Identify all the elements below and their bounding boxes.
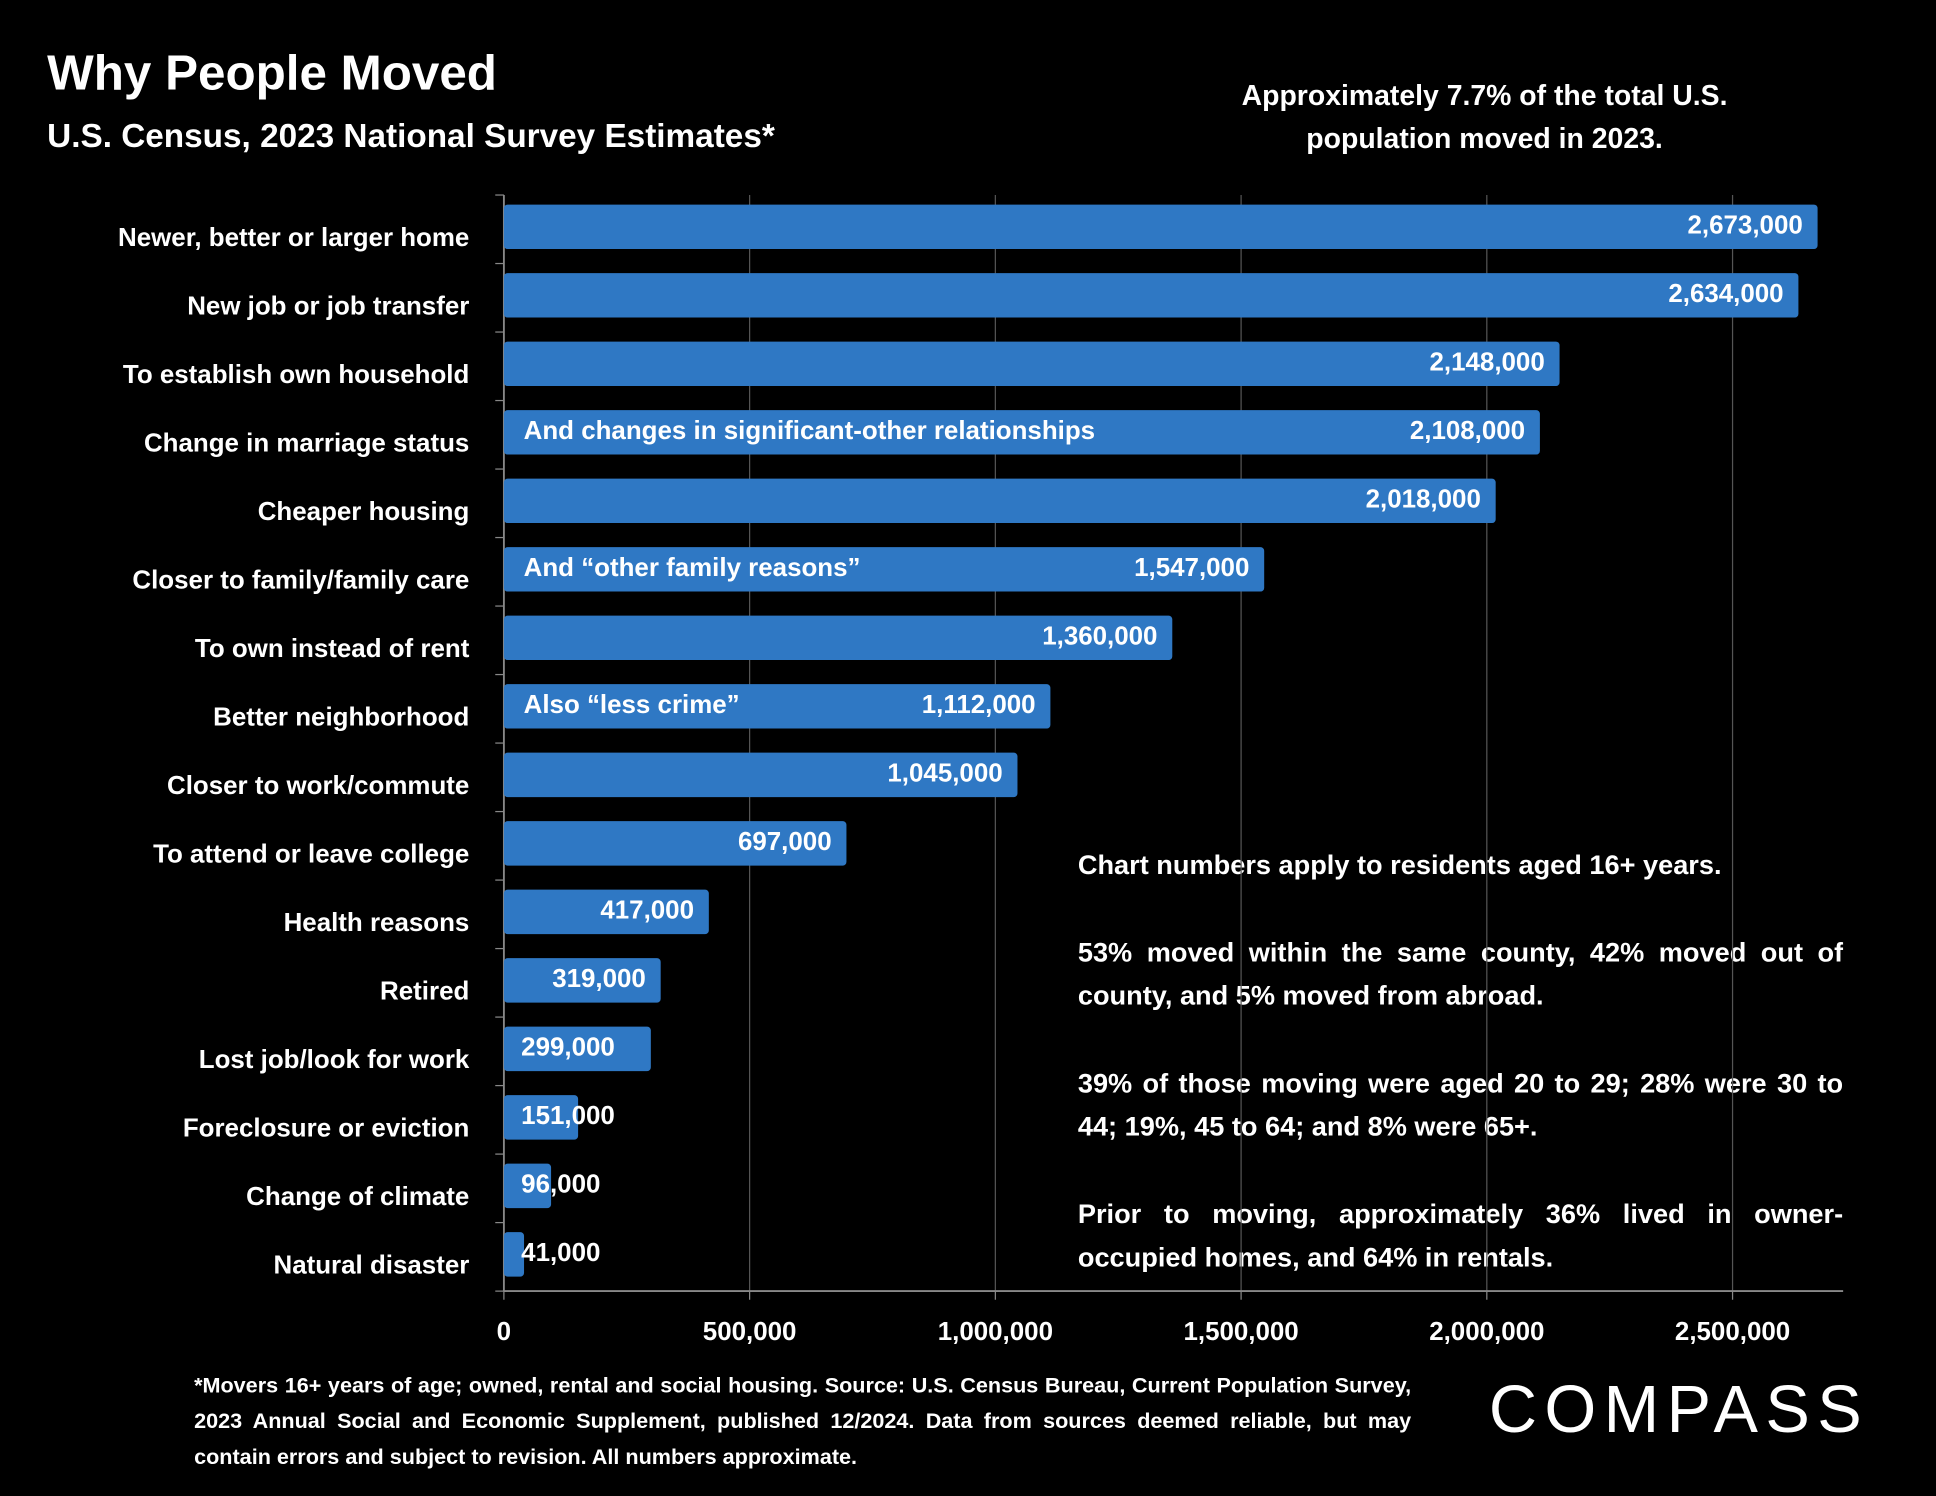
notes-box: Chart numbers apply to residents aged 16… [1078, 843, 1843, 1279]
footnote: *Movers 16+ years of age; owned, rental … [194, 1372, 1412, 1469]
value-label: 2,673,000 [1688, 212, 1803, 240]
y-tick-label: Health reasons [284, 909, 470, 937]
y-tick-label: Foreclosure or eviction [183, 1115, 470, 1143]
bar [503, 958, 661, 1003]
bar [503, 1026, 651, 1072]
y-tick-label: Change of climate [246, 1183, 469, 1211]
y-tick-label: Retired [380, 978, 469, 1006]
x-tick-label: 0 [497, 1318, 511, 1346]
y-tick-label: Lost job/look for work [199, 1046, 470, 1074]
value-label: 1,045,000 [887, 760, 1002, 788]
chart-subtitle: U.S. Census, 2023 National Survey Estima… [47, 118, 775, 155]
bar [503, 478, 1496, 524]
bar [503, 1232, 525, 1277]
value-label: 299,000 [521, 1034, 615, 1062]
note: 53% moved within the same county, 42% mo… [1077, 936, 1844, 1011]
bar [503, 752, 1018, 798]
y-tick-label: Better neighborhood [213, 704, 469, 732]
y-tick-label: Natural disaster [274, 1252, 470, 1280]
chart-title: Why People Moved [47, 46, 497, 101]
value-label: 1,360,000 [1042, 623, 1157, 651]
bar-note: Also “less crime” [524, 691, 740, 719]
x-tick-label: 500,000 [703, 1318, 797, 1346]
y-tick-label: Change in marriage status [144, 430, 469, 458]
value-label: 2,634,000 [1668, 280, 1783, 308]
value-label: 151,000 [521, 1102, 615, 1130]
bar [503, 1095, 579, 1140]
y-tick-label: Closer to work/commute [167, 772, 469, 800]
y-tick-label: To establish own household [123, 361, 469, 389]
bar [503, 889, 709, 935]
bar [503, 410, 1540, 455]
note: Chart numbers apply to residents aged 16… [1077, 849, 1722, 881]
value-label: 41,000 [521, 1239, 600, 1267]
y-tick-label: To attend or leave college [153, 841, 469, 869]
y-tick-label: To own instead of rent [195, 635, 470, 663]
x-tick-label: 2,000,000 [1429, 1318, 1544, 1346]
y-tick-label: New job or job transfer [187, 292, 469, 320]
value-label: 319,000 [552, 965, 646, 993]
note: Prior to moving, approximately 36% lived… [1077, 1198, 1844, 1273]
bar [503, 341, 1560, 387]
x-tick-label: 2,500,000 [1675, 1318, 1790, 1346]
bar [503, 1163, 552, 1209]
x-tick-label: 1,500,000 [1183, 1318, 1298, 1346]
bar-note: And changes in significant-other relatio… [524, 417, 1095, 445]
value-label: 2,148,000 [1429, 349, 1544, 377]
y-tick-label: Cheaper housing [258, 498, 470, 526]
y-tick-label: Closer to family/family care [132, 567, 469, 595]
bar [503, 684, 1051, 729]
bar-note: And “other family reasons” [524, 554, 861, 582]
value-label: 417,000 [600, 897, 694, 925]
bar [503, 273, 1799, 318]
note: 39% of those moving were aged 20 to 29; … [1077, 1067, 1844, 1142]
headline-note: Approximately 7.7% of the total U.S. pop… [1241, 78, 1728, 155]
notes: Chart numbers apply to residents aged 16… [1078, 843, 1843, 1279]
value-label: 96,000 [521, 1171, 600, 1199]
value-label: 2,108,000 [1410, 417, 1525, 445]
value-label: 1,112,000 [922, 691, 1036, 719]
bar [503, 615, 1173, 661]
bar [503, 547, 1265, 592]
value-label: 697,000 [738, 828, 832, 856]
value-label: 1,547,000 [1134, 554, 1249, 582]
value-label: 2,018,000 [1366, 486, 1481, 514]
bar [503, 821, 847, 866]
x-tick-label: 1,000,000 [938, 1318, 1053, 1346]
footnote-box: *Movers 16+ years of age; owned, rental … [194, 1372, 1412, 1469]
headline-note-box: Approximately 7.7% of the total U.S. pop… [1241, 78, 1728, 155]
y-tick-label: Newer, better or larger home [118, 224, 469, 252]
bar [503, 204, 1818, 250]
logo: COMPASS [1489, 1373, 1869, 1447]
